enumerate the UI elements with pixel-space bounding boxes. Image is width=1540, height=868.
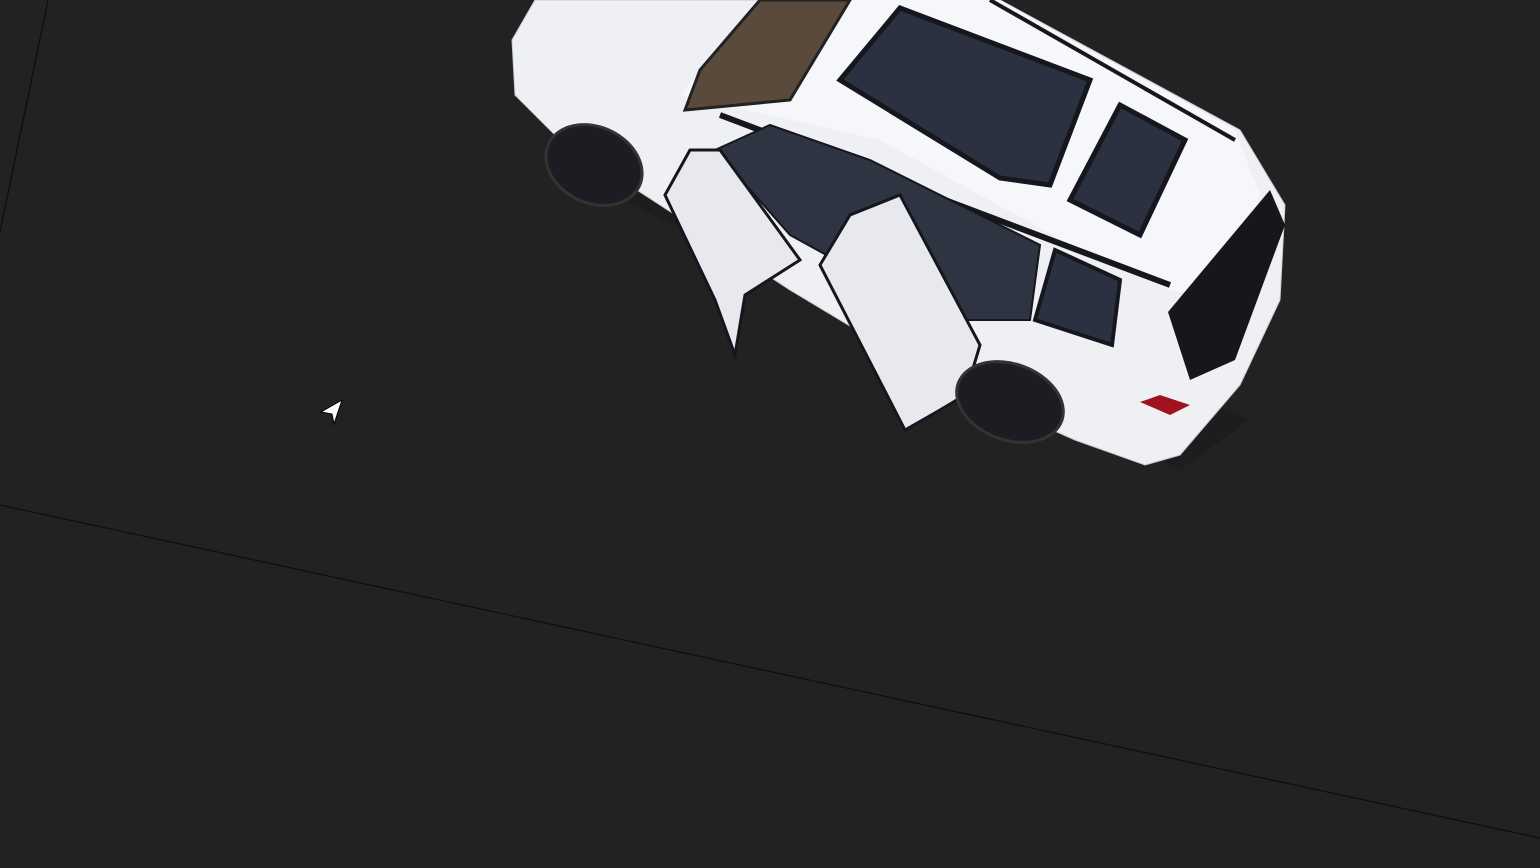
vehicle-taillight [1140, 395, 1190, 415]
vehicle-rear-window [1168, 190, 1285, 380]
vehicle-roof-rail [989, 0, 1236, 142]
ground-grid-line [0, 504, 1540, 839]
vehicle-side-window [1032, 247, 1123, 348]
vehicle-sunroof-front [836, 5, 1094, 188]
vehicle-rear-wheel [955, 360, 1065, 444]
ground-grid-line [0, 0, 49, 233]
vehicle-windshield [682, 0, 852, 112]
pointer-arrow-icon [320, 398, 343, 426]
vehicle-model[interactable] [511, 0, 1286, 470]
vehicle-front-wheel [544, 123, 644, 207]
vehicle-sunroof-rear [1066, 101, 1189, 239]
vehicle-front-door [663, 148, 803, 361]
